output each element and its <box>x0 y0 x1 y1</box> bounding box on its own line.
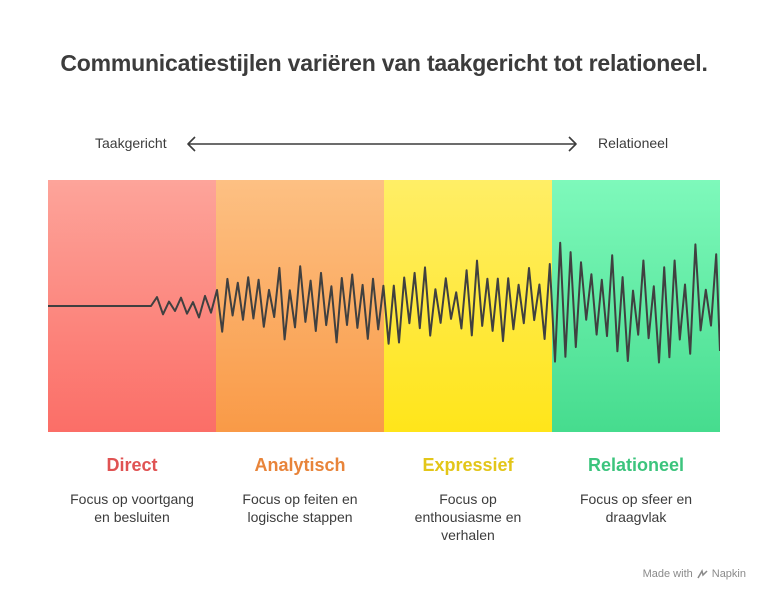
style-description: Focus op enthousiasme en verhalen <box>414 491 522 543</box>
axis-right-label: Relationeel <box>598 135 669 151</box>
waveform-icon <box>48 241 720 364</box>
style-title: Relationeel <box>587 455 685 475</box>
style-description: Focus op voortgang en besluiten <box>70 491 194 525</box>
style-title: Direct <box>106 455 158 475</box>
page-title: Communicatiestijlen variëren van taakger… <box>60 50 708 76</box>
style-description: Focus op feiten en logische stappen <box>242 491 358 525</box>
style-title: Analytisch <box>254 455 346 475</box>
napkin-logo-icon <box>697 568 708 578</box>
style-analytisch: Analytisch Focus op feiten en logische s… <box>216 455 384 526</box>
style-direct: Direct Focus op voortgang en besluiten <box>48 455 216 526</box>
style-relationeel: Relationeel Focus op sfeer en draagvlak <box>552 455 720 526</box>
style-title: Expressief <box>422 455 514 475</box>
footer-credit: Made with Napkin <box>643 568 746 580</box>
footer-brand: Napkin <box>711 568 746 580</box>
style-description: Focus op sfeer en draagvlak <box>579 491 693 525</box>
double-arrow-icon <box>187 136 577 152</box>
axis-left-label: Taakgericht <box>95 135 167 151</box>
style-expressief: Expressief Focus op enthousiasme en verh… <box>384 455 552 544</box>
footer-prefix: Made with <box>642 568 693 580</box>
